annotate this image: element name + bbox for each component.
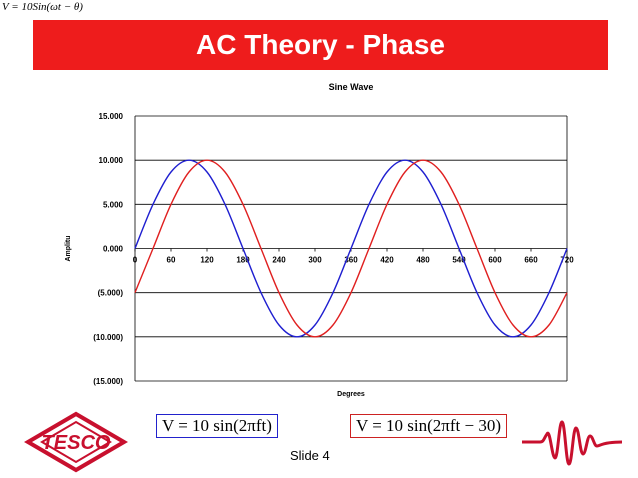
x-tick-label: 420 <box>380 256 394 265</box>
y-tick-label: (10.000) <box>93 333 123 342</box>
logo-text: TESCO <box>42 432 111 454</box>
x-axis-label: Degrees <box>337 391 365 398</box>
x-tick-label: 120 <box>200 256 214 265</box>
title-banner: AC Theory - Phase <box>33 20 608 70</box>
y-tick-label: (5.000) <box>98 289 124 298</box>
x-tick-label: 720 <box>560 256 574 265</box>
series-line-red <box>134 159 568 338</box>
slide-title: AC Theory - Phase <box>196 29 445 60</box>
x-tick-label: 480 <box>416 256 430 265</box>
formula-blue-text: V = 10 sin(2πft) <box>162 416 272 435</box>
tesco-logo-icon: TESCO <box>24 411 128 473</box>
x-tick-label: 60 <box>167 256 176 265</box>
top-formula: V = 10Sin(ωt − θ) <box>2 1 83 13</box>
slide-number: Slide 4 <box>290 448 330 463</box>
chart-svg: Sine Wave 15.000 10.000 5.000 0.000 (5.000) (1… <box>65 82 574 398</box>
x-tick-label: 360 <box>344 256 358 265</box>
x-tick-label: 0 <box>133 256 138 265</box>
x-tick-label: 660 <box>524 256 538 265</box>
x-tick-label: 540 <box>452 256 466 265</box>
x-tick-label: 600 <box>488 256 502 265</box>
y-tick-label: 15.000 <box>99 112 124 121</box>
y-tick-label: 10.000 <box>99 156 124 165</box>
y-axis-label: Amplitu <box>65 235 72 261</box>
formula-red: V = 10 sin(2πft − 30) <box>350 414 507 438</box>
y-tick-label: (15.000) <box>93 377 123 386</box>
waveform-icon <box>522 420 622 466</box>
sine-wave-chart: Sine Wave 15.000 10.000 5.000 0.000 (5.000) (1… <box>60 70 588 402</box>
formula-red-text: V = 10 sin(2πft − 30) <box>356 416 502 435</box>
series-line-blue <box>134 159 568 338</box>
y-tick-label: 0.000 <box>103 245 124 254</box>
formula-blue: V = 10 sin(2πft) <box>156 414 278 438</box>
y-tick-label: 5.000 <box>103 200 124 209</box>
x-tick-label: 300 <box>308 256 322 265</box>
x-tick-label: 180 <box>236 256 250 265</box>
x-tick-label: 240 <box>272 256 286 265</box>
chart-title: Sine Wave <box>329 82 374 92</box>
